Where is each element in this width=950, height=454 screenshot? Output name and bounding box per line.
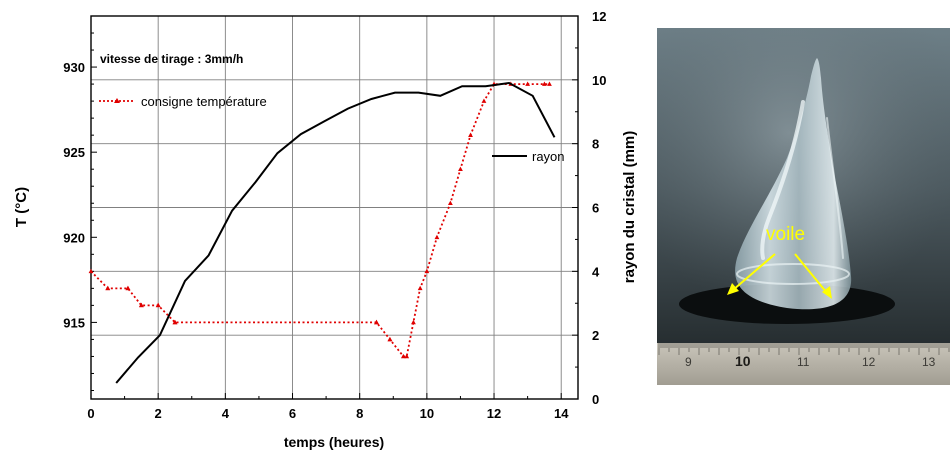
ruler-number-11: 11 <box>797 355 810 369</box>
bottom-tick-label: 4 <box>222 406 230 421</box>
ruler-number-10: 10 <box>735 353 751 369</box>
series-consigne-marker <box>434 234 440 240</box>
temperature-radius-chart: 915 920 925 930 0 2 4 6 8 10 12 0 2 4 6 8 10 12 14 temps… <box>13 9 638 450</box>
series-consigne-marker <box>404 353 410 359</box>
crystal-highlight <box>760 100 805 260</box>
pulling-speed-annotation: vitesse de tirage : 3mm/h <box>100 52 243 66</box>
right-tick-label: 0 <box>592 392 599 407</box>
left-tick-label: 920 <box>63 230 85 245</box>
series-consigne-marker <box>387 336 393 342</box>
bottom-tick-label: 8 <box>356 406 363 421</box>
ruler-number-13: 13 <box>922 355 936 369</box>
ruler-number-9: 9 <box>685 355 692 369</box>
series-consigne-marker <box>547 81 552 86</box>
voile-arrows <box>727 253 832 299</box>
legend-consigne: consigne température <box>99 94 267 109</box>
grid <box>91 16 578 399</box>
series-consigne-marker <box>458 166 463 171</box>
bottom-tick-label: 6 <box>289 406 296 421</box>
bottom-tick-label: 10 <box>420 406 434 421</box>
voile-arrow-left-shaft <box>732 253 776 291</box>
series-consigne-marker <box>138 302 144 308</box>
ruler <box>657 343 950 385</box>
crystal-highlight-right <box>826 117 844 259</box>
left-axis-title: T (°C) <box>13 187 30 227</box>
left-axis-ticks: 915 920 925 930 <box>63 32 97 391</box>
series-consigne-marker <box>125 285 131 291</box>
series-consigne-marker <box>400 353 406 359</box>
series-consigne-marker <box>374 319 379 325</box>
ruler-ticks <box>658 343 950 355</box>
left-tick-label: 925 <box>63 145 85 160</box>
series-layer <box>88 81 556 384</box>
series-consigne-marker <box>542 81 547 86</box>
voile-arrow-right-head <box>822 286 832 299</box>
series-consigne-marker <box>172 319 178 325</box>
bottom-axis-ticks: 0 2 4 6 8 10 12 14 <box>87 393 569 421</box>
voile-label: voile <box>766 224 806 245</box>
series-consigne-marker <box>447 200 453 206</box>
crystal-base-band <box>736 263 850 285</box>
right-axis-ticks: 0 2 4 6 8 10 12 <box>572 9 606 407</box>
ruler-number-12: 12 <box>862 355 876 369</box>
legend-rayon-label: rayon <box>532 149 565 164</box>
left-tick-label: 915 <box>63 315 85 330</box>
right-tick-label: 2 <box>592 328 599 343</box>
series-rayon-line <box>115 81 556 384</box>
x-axis-title: temps (heures) <box>284 434 384 450</box>
bottom-tick-label: 2 <box>155 406 162 421</box>
voile-arrow-left-head <box>727 283 739 295</box>
series-consigne-marker <box>88 268 94 274</box>
series-consigne-marker <box>105 285 111 291</box>
right-tick-label: 6 <box>592 201 599 216</box>
series-consigne-marker <box>481 98 487 103</box>
right-tick-label: 10 <box>592 73 606 88</box>
legend-consigne-marker <box>114 98 120 103</box>
series-consigne-marker <box>411 319 416 325</box>
crystal-photo: 9 10 11 12 13 <box>657 28 950 385</box>
series-consigne-line <box>90 83 550 358</box>
series-consigne-marker <box>525 81 531 86</box>
voile-arrow-right-shaft <box>794 253 828 294</box>
series-consigne-marker <box>155 302 161 308</box>
bottom-tick-label: 12 <box>487 406 501 421</box>
right-tick-label: 12 <box>592 9 606 24</box>
legend-consigne-label: consigne température <box>141 94 267 109</box>
right-tick-label: 4 <box>592 264 600 279</box>
left-tick-label: 930 <box>63 60 85 75</box>
right-tick-label: 8 <box>592 137 599 152</box>
right-axis-title: rayon du cristal (mm) <box>621 131 638 284</box>
bottom-tick-label: 14 <box>554 406 569 421</box>
series-consigne-marker <box>417 285 423 291</box>
series-consigne-marker <box>424 268 430 274</box>
bottom-tick-label: 0 <box>87 406 94 421</box>
legend-rayon: rayon <box>492 149 565 164</box>
series-consigne-marker <box>468 132 473 137</box>
